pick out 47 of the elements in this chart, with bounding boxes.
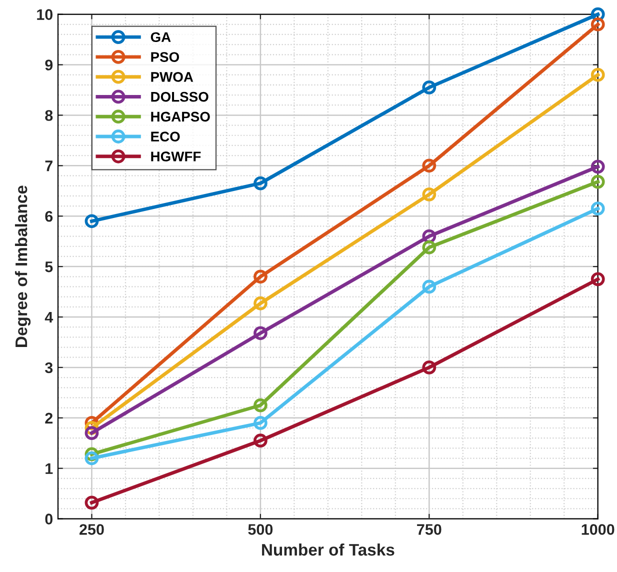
- y-tick-label: 9: [45, 60, 53, 70]
- y-tick-label: 8: [45, 110, 53, 121]
- y-tick-label: 3: [44, 362, 53, 374]
- y-tick-label: 4: [44, 312, 54, 323]
- y-tick-label: 0: [45, 514, 53, 524]
- point: [590, 68, 605, 82]
- point: [84, 496, 99, 510]
- legend-label: ECO: [151, 132, 180, 142]
- x-tick-label: 250: [80, 524, 104, 535]
- point: [254, 434, 268, 448]
- point: [254, 176, 268, 190]
- y-tick-label: 5: [45, 262, 53, 272]
- point: [590, 160, 605, 174]
- point: [254, 398, 268, 412]
- y-axis-title: Degree of Imbalance: [14, 186, 31, 347]
- x-tick-label: 1000: [582, 524, 614, 535]
- y-tick-label: 1: [46, 463, 53, 474]
- x-axis-title: Number of Tasks: [262, 543, 394, 556]
- point: [590, 174, 605, 189]
- y-tick-label: 6: [45, 210, 53, 222]
- y-tick-label: 7: [45, 160, 52, 172]
- point: [590, 202, 605, 216]
- point: [422, 80, 436, 94]
- point: [84, 426, 99, 440]
- point: [254, 296, 268, 310]
- legend-label: PSO: [151, 52, 180, 62]
- point: [254, 416, 268, 430]
- point: [422, 187, 436, 202]
- point: [84, 451, 99, 466]
- x-tick-label: 500: [248, 524, 273, 535]
- point: [590, 272, 605, 286]
- legend-label: GA: [150, 32, 171, 42]
- y-tick-label: 10: [37, 9, 53, 20]
- legend-label: PWOA: [151, 72, 194, 82]
- point: [254, 326, 268, 340]
- point: [422, 360, 436, 374]
- point: [590, 17, 605, 32]
- y-tick-label: 2: [45, 412, 53, 424]
- legend-label: DOLSSO: [151, 92, 208, 102]
- legend-label: HGWFF: [151, 152, 201, 162]
- point: [422, 240, 436, 254]
- x-tick-label: 750: [417, 524, 442, 535]
- point: [422, 158, 436, 173]
- point: [422, 280, 436, 294]
- point: [84, 214, 99, 228]
- point: [254, 270, 268, 284]
- legend-label: HGAPSO: [151, 112, 210, 122]
